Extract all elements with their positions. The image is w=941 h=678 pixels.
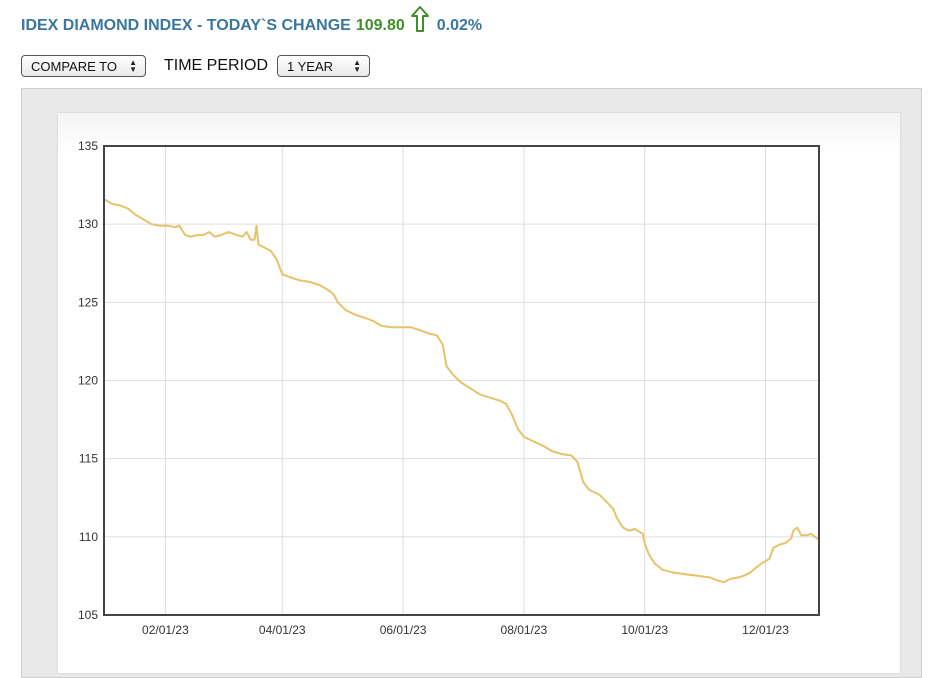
x-tick-label: 06/01/23 [380,623,427,637]
change-percent: 0.02% [436,17,483,34]
compare-to-label: COMPARE TO [31,58,117,74]
x-tick-label: 10/01/23 [621,623,668,637]
series-line [103,198,820,584]
page-title: IDEX DIAMOND INDEX - TODAY`S CHANGE [21,17,351,34]
x-axis-ticks: 02/01/23 04/01/23 06/01/23 08/01/23 10/01/23… [142,623,789,637]
y-tick-label: 125 [78,295,98,309]
select-arrows-icon: ▲ ▼ [353,58,362,74]
y-tick-label: 110 [79,530,98,544]
page-header: IDEX DIAMOND INDEX - TODAY`S CHANGE 109.… [21,5,483,38]
y-tick-label: 105 [78,608,98,622]
time-period-label: TIME PERIOD [164,57,269,74]
x-tick-label: 12/01/23 [742,623,789,637]
compare-to-select[interactable]: COMPARE TO ▲ ▼ [21,55,146,77]
chart-controls: COMPARE TO ▲ ▼ TIME PERIOD 1 YEAR ▲ ▼ [21,55,371,77]
x-tick-label: 04/01/23 [259,623,306,637]
up-arrow-icon [410,5,429,37]
y-tick-label: 130 [78,217,98,231]
x-tick-label: 02/01/23 [142,623,189,637]
select-arrows-icon: ▲ ▼ [129,58,137,74]
chart-series [103,198,820,584]
x-tick-label: 08/01/23 [501,623,548,637]
time-period-select[interactable]: 1 YEAR ▲ ▼ [277,55,371,77]
time-period-value: 1 YEAR [287,58,334,74]
y-tick-label: 115 [79,452,98,466]
y-tick-label: 135 [78,139,98,153]
y-axis-ticks: 105 110 115 120 125 130 135 [78,139,98,622]
price-chart: 105 110 115 120 125 130 135 02/01/23 04/01/23 06… [78,139,820,637]
y-tick-label: 120 [78,374,98,388]
plot-frame [103,145,820,616]
chart-grid [104,145,819,616]
change-value: 109.80 [355,17,405,34]
